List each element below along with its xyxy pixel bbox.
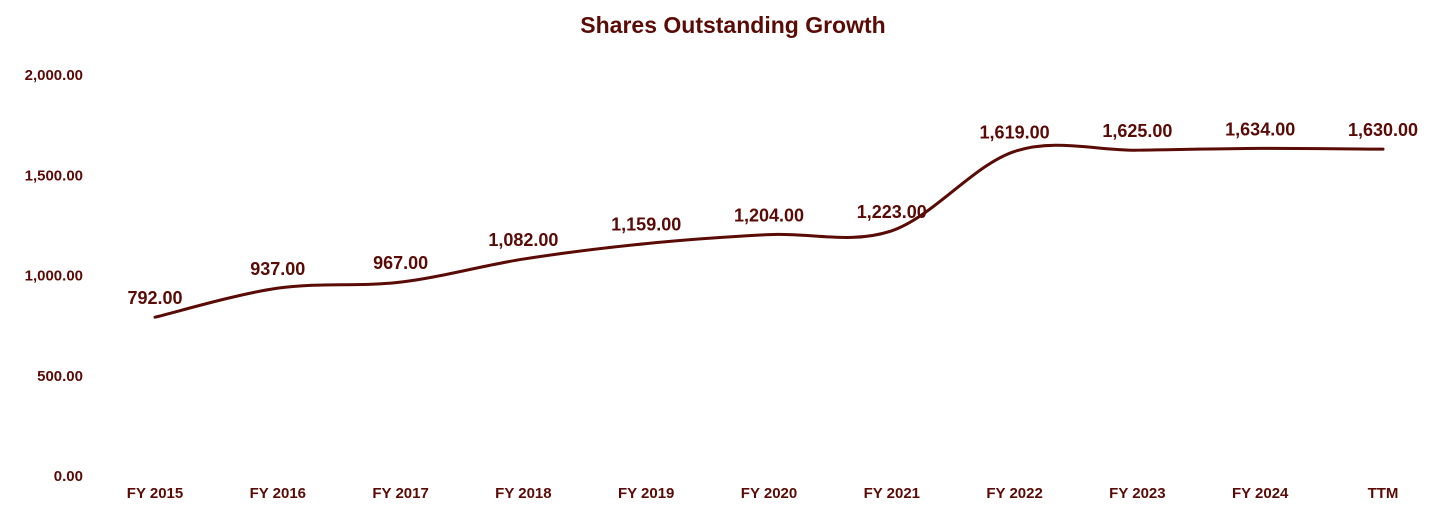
data-label: 967.00 xyxy=(373,253,428,273)
data-label: 1,159.00 xyxy=(611,215,681,235)
data-label: 1,634.00 xyxy=(1225,119,1295,139)
x-tick-label: FY 2022 xyxy=(986,485,1042,502)
data-labels: 792.00 937.00 967.00 1,082.00 1,159.00 1,204.… xyxy=(127,119,1418,308)
y-axis: 0.00 500.00 1,000.00 1,500.00 2,000.00 xyxy=(25,67,83,485)
x-tick-label: FY 2024 xyxy=(1232,485,1289,502)
x-axis: FY 2015 FY 2016 FY 2017 FY 2018 FY 2019 FY 20… xyxy=(127,485,1399,502)
y-tick-label: 1,000.00 xyxy=(25,268,83,285)
data-label: 1,619.00 xyxy=(980,122,1050,142)
data-label: 792.00 xyxy=(127,288,182,308)
y-tick-label: 2,000.00 xyxy=(25,67,83,84)
x-tick-label: FY 2015 xyxy=(127,485,183,502)
x-tick-label: FY 2017 xyxy=(372,485,428,502)
data-label: 1,223.00 xyxy=(857,202,927,222)
chart-title: Shares Outstanding Growth xyxy=(580,12,886,38)
data-label: 937.00 xyxy=(250,259,305,279)
series-line xyxy=(153,143,1385,319)
x-tick-label: FY 2020 xyxy=(741,485,797,502)
data-label: 1,082.00 xyxy=(488,230,558,250)
y-tick-label: 1,500.00 xyxy=(25,167,83,184)
data-label: 1,204.00 xyxy=(734,206,804,226)
x-tick-label: FY 2016 xyxy=(250,485,306,502)
x-tick-label: FY 2019 xyxy=(618,485,674,502)
x-tick-label: TTM xyxy=(1368,485,1399,502)
data-label: 1,630.00 xyxy=(1348,120,1418,140)
y-tick-label: 500.00 xyxy=(37,368,83,385)
x-tick-label: FY 2023 xyxy=(1109,485,1165,502)
x-tick-label: FY 2018 xyxy=(495,485,551,502)
data-label: 1,625.00 xyxy=(1102,121,1172,141)
x-tick-label: FY 2021 xyxy=(864,485,920,502)
y-tick-label: 0.00 xyxy=(54,468,83,485)
